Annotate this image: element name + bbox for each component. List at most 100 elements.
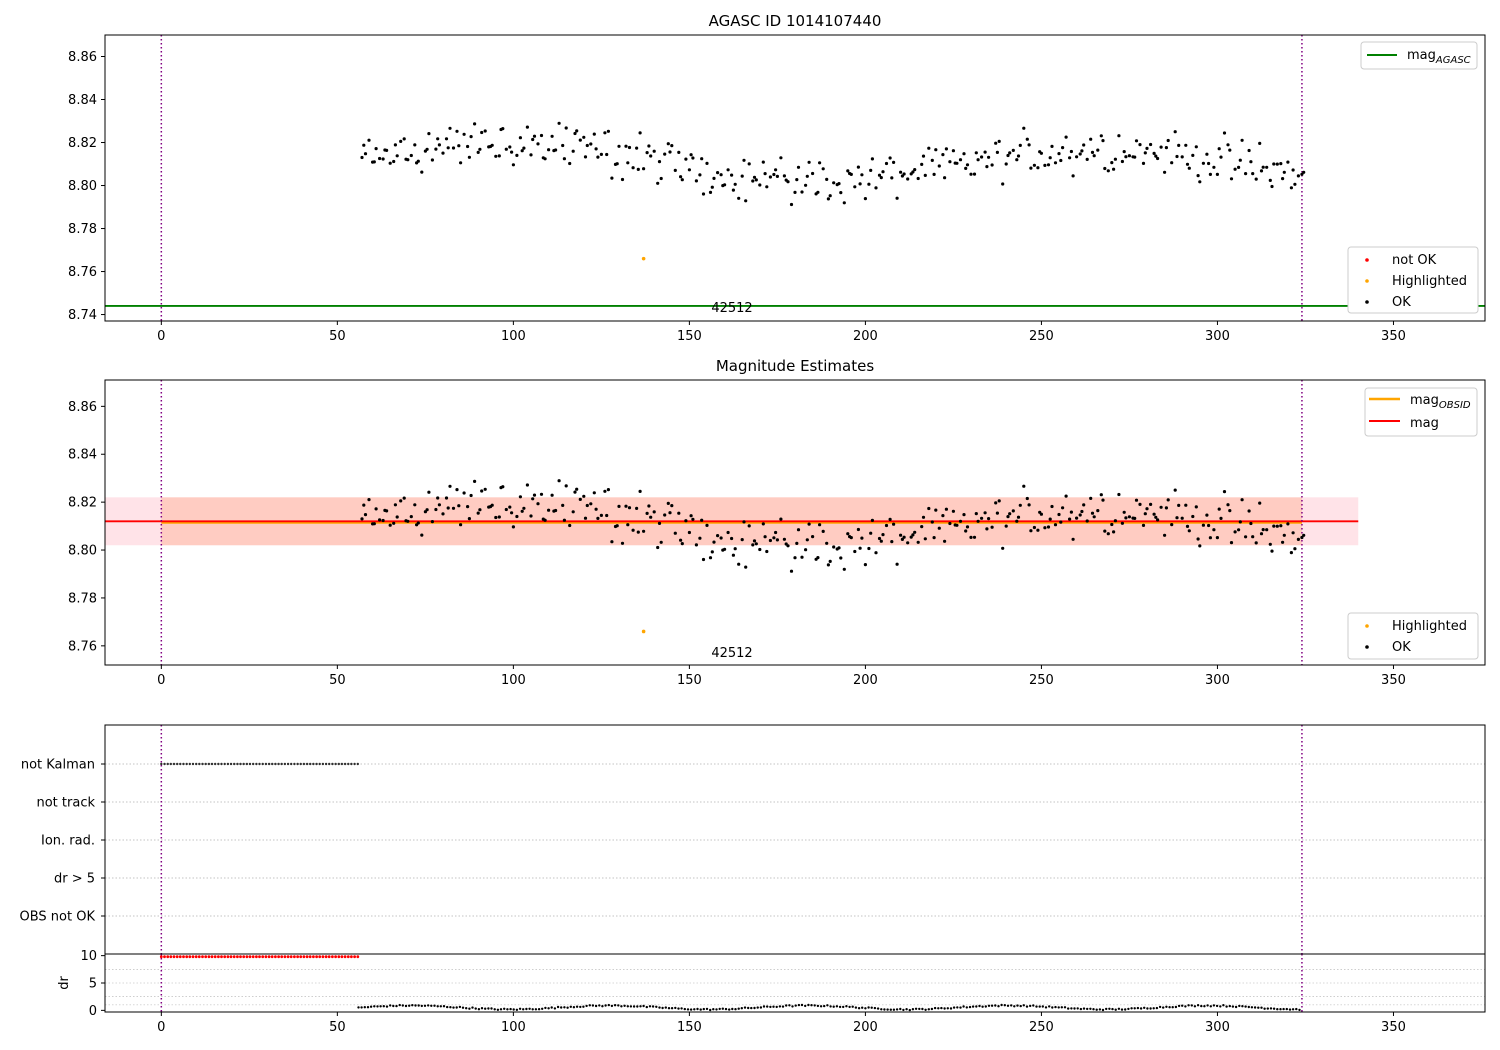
dr-point-ok — [369, 1005, 373, 1008]
point-ok-mag — [1124, 516, 1128, 520]
point-ok-agasc — [627, 145, 632, 150]
point-ok-agasc — [869, 168, 873, 172]
point-ok-agasc — [1050, 144, 1054, 148]
point-ok-mag — [1251, 535, 1255, 539]
point-ok-mag — [958, 519, 963, 523]
dr-point-ok — [1003, 1004, 1006, 1007]
point-ok-mag — [920, 525, 924, 529]
point-ok-agasc — [543, 157, 547, 161]
dr-point-ok — [1029, 1004, 1032, 1008]
dr-point-ok — [854, 1006, 858, 1009]
dr-point-ok — [1111, 1007, 1114, 1011]
point-ok-agasc — [539, 133, 544, 138]
point-ok-mag — [543, 518, 547, 522]
dr-point-not-ok — [258, 955, 261, 959]
point-ok-mag — [779, 517, 783, 521]
point-ok-agasc — [1117, 134, 1121, 138]
dr-point-ok — [1032, 1004, 1035, 1007]
point-ok-agasc — [1043, 163, 1047, 167]
dr-point-ok — [911, 1008, 915, 1011]
point-ok-agasc — [536, 142, 540, 146]
point-ok-mag — [1085, 519, 1089, 523]
point-ok-agasc — [594, 147, 598, 151]
point-ok-mag — [388, 523, 392, 527]
point-ok-mag — [1229, 541, 1234, 545]
dr-point-not-ok — [337, 955, 341, 959]
point-ok-mag — [663, 513, 667, 517]
point-ok-agasc — [592, 132, 596, 136]
point-ok-mag — [466, 505, 470, 509]
dr-point-not-ok — [286, 955, 290, 959]
point-ok-agasc — [571, 149, 575, 153]
dr-point-ok — [664, 1006, 667, 1009]
point-ok-mag — [1228, 509, 1232, 513]
dr-point-ok — [620, 1005, 623, 1008]
point-ok-agasc — [1022, 126, 1026, 130]
point-ok-mag — [378, 518, 382, 522]
point-ok-agasc — [1016, 154, 1021, 158]
flag-point-not-kalman — [198, 762, 201, 766]
dr-point-ok — [1231, 1005, 1235, 1008]
point-ok-mag — [837, 546, 841, 550]
point-ok-mag — [372, 522, 376, 526]
dr-point-ok — [582, 1005, 585, 1008]
dr-point-ok — [851, 1005, 854, 1008]
point-ok-agasc — [562, 157, 567, 161]
point-ok-agasc — [494, 154, 498, 158]
point-ok-mag — [448, 484, 452, 488]
point-ok-mag — [679, 538, 683, 542]
point-ok-mag — [659, 540, 663, 544]
point-ok-agasc — [969, 172, 973, 176]
dr-point-ok — [436, 1005, 439, 1008]
point-ok-agasc — [615, 162, 619, 166]
point-ok-mag — [900, 537, 905, 542]
point-ok-agasc — [1187, 166, 1191, 170]
dr-point-not-ok — [236, 955, 239, 959]
agasc-ytick-label-8.86: 8.86 — [68, 50, 97, 65]
point-ok-agasc — [731, 188, 736, 192]
dr-point-ok — [921, 1007, 924, 1011]
point-ok-mag — [825, 541, 829, 545]
dr-point-ok — [788, 1004, 791, 1007]
dr-point-ok — [477, 1008, 481, 1011]
dr-point-ok — [636, 1005, 639, 1008]
point-ok-agasc — [751, 179, 755, 183]
point-ok-agasc — [1265, 165, 1269, 169]
point-ok-agasc — [606, 129, 611, 133]
point-ok-mag — [642, 529, 646, 533]
point-ok-mag — [1215, 536, 1219, 540]
flag-point-not-kalman — [340, 762, 344, 766]
point-ok-mag — [1032, 525, 1036, 530]
dr-point-ok — [417, 1004, 420, 1007]
flag-point-not-kalman — [185, 762, 188, 766]
point-ok-mag — [842, 567, 846, 571]
point-ok-agasc — [818, 161, 822, 165]
point-ok-mag — [1001, 546, 1005, 550]
point-ok-mag — [1173, 488, 1177, 492]
legend-highlighted-label: Highlighted — [1392, 274, 1467, 289]
dr-point-ok — [791, 1005, 794, 1008]
point-ok-agasc — [1069, 149, 1073, 154]
dr-point-not-ok — [191, 955, 195, 959]
point-ok-mag — [795, 541, 799, 546]
dr-point-not-ok — [302, 955, 306, 959]
point-ok-agasc — [1275, 162, 1279, 166]
point-ok-mag — [730, 536, 734, 541]
point-ok-mag — [1008, 512, 1012, 516]
dr-point-ok — [1272, 1007, 1276, 1010]
point-ok-mag — [775, 538, 780, 542]
point-ok-agasc — [427, 132, 431, 136]
point-ok-agasc — [673, 168, 677, 172]
point-ok-mag — [944, 507, 949, 511]
dr-point-ok — [1190, 1004, 1194, 1007]
dr-point-ok — [987, 1004, 991, 1007]
point-ok-agasc — [1289, 186, 1293, 190]
point-ok-agasc — [1113, 157, 1117, 161]
dr-point-ok — [1285, 1007, 1289, 1011]
point-ok-agasc — [520, 149, 524, 153]
dr-point-ok — [379, 1005, 382, 1008]
point-ok-agasc — [772, 172, 776, 177]
point-ok-mag — [589, 502, 593, 506]
dr-point-ok — [902, 1008, 905, 1012]
point-ok-agasc — [737, 196, 741, 200]
